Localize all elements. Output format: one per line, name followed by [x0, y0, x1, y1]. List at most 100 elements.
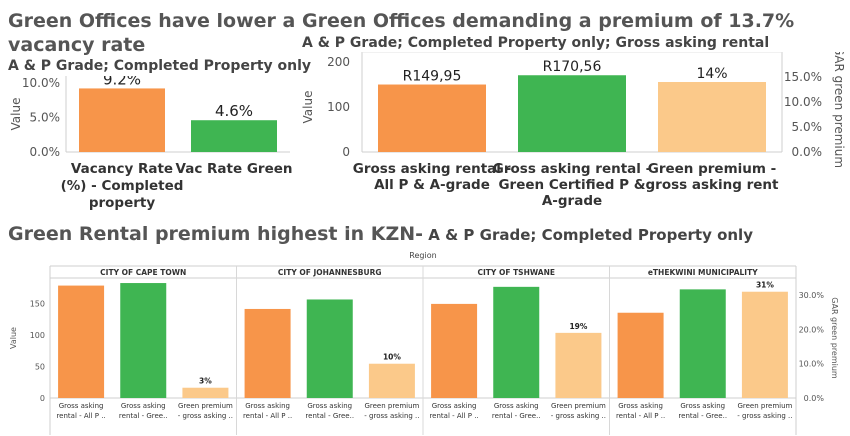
y-tick-label: 0.0%: [30, 145, 61, 159]
category-label: Gross asking: [680, 402, 725, 410]
y-axis-label: Value: [301, 91, 315, 124]
bar-2-1: [493, 286, 540, 398]
y2-tick-label: 15.0%: [784, 70, 822, 84]
category-label: Gross asking: [432, 402, 477, 410]
premium-chart: 0 100 200 0.0% 5.0% 10.0% 15.0% Value GAR green …: [301, 52, 846, 209]
panel3-title-sub: A & P Grade; Completed Property only: [423, 226, 753, 244]
category-label: rental - Gree..: [492, 412, 541, 420]
data-label: 10%: [383, 353, 401, 362]
bar-0-1: [120, 283, 167, 398]
y-tick-label: 100: [327, 100, 350, 114]
category-label: Gross asking: [59, 402, 104, 410]
y-tick-label: 10.0%: [22, 76, 60, 90]
category-label: Gross asking: [618, 402, 663, 410]
y-tick-label: 5.0%: [30, 110, 61, 124]
category-label: rental - Gree..: [119, 412, 168, 420]
data-label: 4.6%: [215, 102, 253, 120]
bar-2-2: [555, 332, 602, 398]
category-label: Gross asking: [121, 402, 166, 410]
category-label: rental - All P ..: [616, 412, 665, 420]
y2-tick-label: 5.0%: [792, 120, 823, 134]
y2-tick-label: 10.0%: [784, 95, 822, 109]
category-label: property: [89, 195, 156, 211]
panel2-subtitle: A & P Grade; Completed Property only; Gr…: [302, 35, 770, 51]
bar-1-2: [368, 363, 415, 398]
y-axis-label: Value: [9, 98, 23, 131]
y-axis-label: Value: [9, 327, 18, 349]
y-tick-label: 200: [327, 55, 350, 69]
category-label: gross asking rent: [646, 177, 780, 193]
data-label: 14%: [696, 66, 727, 82]
category-label: rental - All P ..: [56, 412, 105, 420]
bar-1-1: [306, 299, 353, 398]
category-label: Green premium: [364, 402, 419, 410]
y2-tick-label: 30.0%: [799, 291, 825, 300]
panel1-title-line1: Green Offices have lower a: [8, 10, 296, 32]
data-label: 19%: [569, 322, 587, 331]
y-tick-label: 0: [40, 394, 45, 403]
region-name: eTHEKWINI MUNICIPALITY: [648, 268, 758, 277]
bar-0: [79, 88, 165, 152]
data-label: R170,56: [543, 59, 602, 75]
bar-3-1: [679, 289, 726, 398]
category-label: All P & A-grade: [374, 177, 490, 193]
bar-2-0: [431, 303, 478, 398]
bar-2: [658, 82, 766, 152]
category-label: Green premium -: [648, 161, 777, 177]
category-label: - gross asking ..: [737, 412, 792, 420]
y2-axis-label: GAR green premium: [832, 52, 846, 168]
region-header: Region: [409, 251, 436, 260]
category-label: Green premium: [737, 402, 792, 410]
bar-1: [191, 120, 277, 152]
category-label: rental - All P ..: [429, 412, 478, 420]
category-label: A-grade: [542, 193, 602, 209]
y-tick-label: 100: [30, 331, 45, 340]
category-label: - gross asking ..: [364, 412, 419, 420]
category-label: Gross asking rental -: [353, 161, 511, 177]
category-label: Green premium: [178, 402, 233, 410]
category-label: Gross asking: [307, 402, 352, 410]
category-label: Green Certified P &: [498, 177, 645, 193]
y2-tick-label: 0.0%: [804, 394, 825, 403]
y-tick-label: 50: [35, 362, 45, 371]
y2-tick-label: 20.0%: [799, 325, 825, 334]
y-tick-label: 150: [30, 299, 45, 308]
panel1-subtitle: A & P Grade; Completed Property only: [8, 58, 312, 74]
region-name: CITY OF JOHANNESBURG: [278, 268, 382, 277]
region-name: CITY OF TSHWANE: [478, 268, 556, 277]
category-label: - gross asking ..: [178, 412, 233, 420]
vacancy-chart: 0.0% 5.0% 10.0% Value 9.2% Vacancy Rate(%) - …: [9, 76, 293, 211]
region-chart: Region 0 50 100 150 0.0% 10.0% 20.0% 30.0% Value G…: [9, 251, 839, 435]
panel2-title: Green Offices demanding a premium of 13.…: [302, 10, 795, 32]
region-name: CITY OF CAPE TOWN: [100, 268, 186, 277]
category-label: Vac Rate Green: [176, 161, 293, 177]
y2-axis-label: GAR green premium: [830, 297, 839, 379]
category-label: Gross asking: [245, 402, 290, 410]
panel3-title-main: Green Rental premium highest in KZN-: [8, 223, 424, 245]
category-label: rental - All P ..: [243, 412, 292, 420]
category-label: rental - Gree..: [678, 412, 727, 420]
category-label: rental - Gree..: [305, 412, 354, 420]
bar-0-0: [58, 285, 105, 398]
category-label: Vacancy Rate: [71, 161, 173, 177]
data-label: R149,95: [403, 69, 462, 85]
category-label: Gross asking rental -: [493, 161, 651, 177]
y2-tick-label: 0.0%: [792, 145, 823, 159]
data-label: 3%: [199, 377, 212, 386]
panel3-title: Green Rental premium highest in KZN- A &…: [8, 222, 753, 247]
y2-tick-label: 10.0%: [799, 360, 825, 369]
bar-0-2: [182, 387, 229, 398]
bar-0: [378, 84, 486, 152]
category-label: - gross asking ..: [551, 412, 606, 420]
bar-1: [518, 75, 626, 152]
category-label: Gross asking: [494, 402, 539, 410]
data-label: 31%: [756, 281, 774, 290]
panel1-title-line2: vacancy rate: [8, 34, 146, 56]
bar-3-2: [741, 291, 788, 398]
data-label: 9.2%: [103, 76, 141, 88]
category-label: Green premium: [551, 402, 606, 410]
bar-1-0: [244, 308, 291, 398]
y-tick-label: 0: [342, 145, 350, 159]
bar-3-0: [617, 312, 664, 398]
category-label: (%) - Completed: [61, 178, 184, 194]
